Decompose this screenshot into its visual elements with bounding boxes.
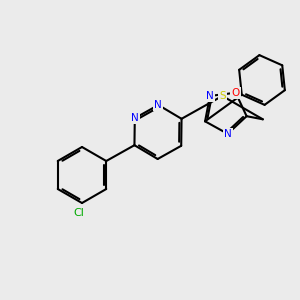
Text: O: O bbox=[232, 88, 240, 98]
Text: N: N bbox=[154, 100, 162, 110]
Text: N: N bbox=[206, 91, 214, 101]
Text: N: N bbox=[224, 129, 232, 139]
Text: Cl: Cl bbox=[73, 208, 84, 218]
Text: S: S bbox=[219, 91, 226, 101]
Text: N: N bbox=[131, 113, 139, 123]
